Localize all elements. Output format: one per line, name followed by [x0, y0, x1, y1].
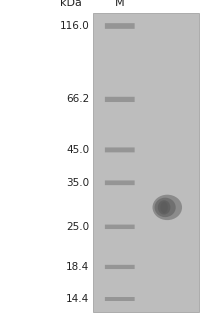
Text: 35.0: 35.0	[66, 178, 89, 188]
FancyBboxPatch shape	[104, 225, 134, 229]
Text: 18.4: 18.4	[66, 262, 89, 272]
FancyBboxPatch shape	[104, 148, 134, 152]
FancyBboxPatch shape	[104, 297, 134, 301]
Text: 66.2: 66.2	[66, 94, 89, 104]
Text: 25.0: 25.0	[66, 222, 89, 232]
Text: 116.0: 116.0	[59, 21, 89, 31]
Text: 45.0: 45.0	[66, 145, 89, 155]
Ellipse shape	[157, 200, 170, 214]
FancyBboxPatch shape	[104, 23, 134, 29]
FancyBboxPatch shape	[104, 97, 134, 102]
Bar	[93, 13, 198, 312]
Text: kDa: kDa	[60, 0, 82, 8]
Ellipse shape	[160, 202, 167, 213]
FancyBboxPatch shape	[104, 180, 134, 185]
Text: 14.4: 14.4	[66, 294, 89, 304]
FancyBboxPatch shape	[104, 265, 134, 269]
Ellipse shape	[154, 198, 175, 217]
Text: M: M	[114, 0, 124, 8]
Ellipse shape	[152, 195, 181, 220]
